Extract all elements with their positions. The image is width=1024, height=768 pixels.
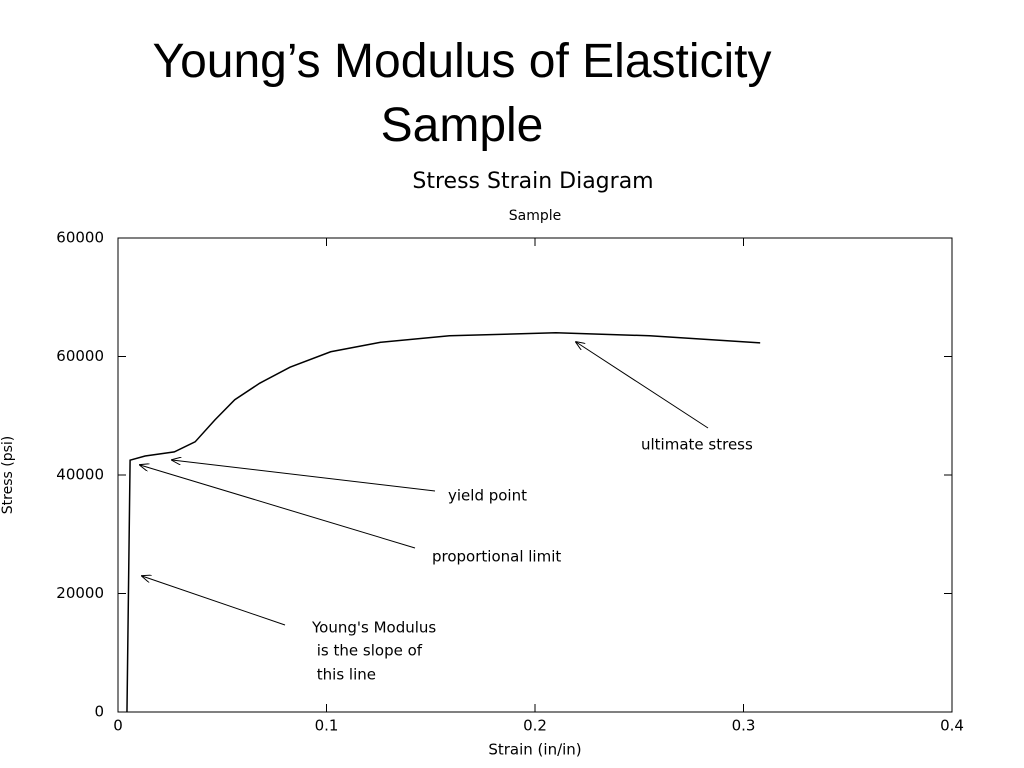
annotation: ultimate stress xyxy=(641,436,753,454)
annotation: proportional limit xyxy=(432,548,561,566)
x-tick-label: 0.3 xyxy=(732,717,756,735)
arrow xyxy=(172,460,436,492)
annotation: yield point xyxy=(448,487,527,505)
slide-title: Young’s Modulus of Elasticity Sample xyxy=(152,35,772,152)
chart-subtitle: Sample xyxy=(509,208,562,224)
arrow xyxy=(576,342,709,429)
x-tick-label: 0.1 xyxy=(315,717,339,735)
arrow xyxy=(142,576,286,626)
y-tick-label: 60000 xyxy=(56,229,104,247)
y-tick-label: 0 xyxy=(94,703,104,721)
arrows xyxy=(140,342,709,626)
plot-frame xyxy=(117,237,953,713)
series-line xyxy=(126,332,761,713)
y-tick-label: 60000 xyxy=(56,347,104,365)
arrow xyxy=(140,465,416,549)
x-tick-label: 0 xyxy=(113,717,123,735)
y-tick-label: 40000 xyxy=(56,466,104,484)
annotation: this line xyxy=(312,666,376,684)
x-tick-label: 0.4 xyxy=(940,717,964,735)
annotation: is the slope of xyxy=(312,642,423,660)
x-tick-label: 0.2 xyxy=(523,717,547,735)
chart-title: Stress Strain Diagram xyxy=(412,169,653,194)
x-axis-label: Strain (in/in) xyxy=(488,741,581,759)
annotation: Young's Modulus xyxy=(311,619,436,637)
y-axis-label: Stress (psi) xyxy=(0,436,16,514)
y-tick-label: 20000 xyxy=(56,584,104,602)
